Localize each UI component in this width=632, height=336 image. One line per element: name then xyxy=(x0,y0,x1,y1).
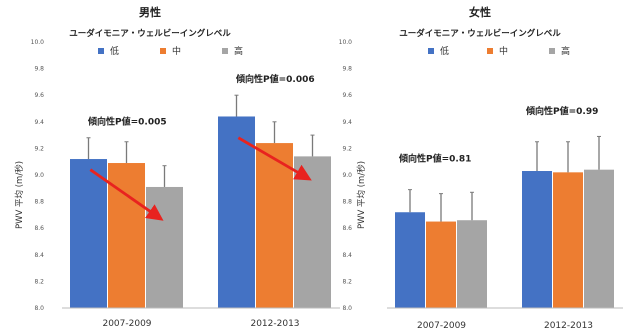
bar-0-2 xyxy=(146,186,183,308)
y-tick-label: 9.4 xyxy=(342,119,352,126)
p-value-annotation: 傾向性P値=0.81 xyxy=(398,153,471,165)
legend-label-0: 低 xyxy=(440,45,449,57)
legend-swatch-0 xyxy=(98,48,104,54)
legend-swatch-2 xyxy=(222,48,228,54)
bar-0-1 xyxy=(426,221,456,308)
y-tick-label: 8.6 xyxy=(34,225,44,232)
chart-title: 女性 xyxy=(469,5,491,19)
y-tick-label: 10.0 xyxy=(339,39,353,46)
legend-title: ユーダイモニア・ウェルビーイングレベル xyxy=(69,28,231,39)
y-tick-label: 8.2 xyxy=(34,278,44,285)
trend-arrow xyxy=(237,136,312,181)
y-axis-label: PWV 平均 (m/秒) xyxy=(14,161,25,229)
y-tick-label: 9.6 xyxy=(34,92,44,99)
legend-label-2: 高 xyxy=(234,45,243,57)
bar-1-1 xyxy=(256,143,293,308)
bar-1-0 xyxy=(522,171,552,308)
y-tick-label: 9.0 xyxy=(342,172,352,179)
x-category-label: 2007-2009 xyxy=(417,321,466,331)
y-tick-label: 8.2 xyxy=(342,278,352,285)
x-category-label: 2012-2013 xyxy=(250,319,299,329)
legend-label-2: 高 xyxy=(561,45,570,57)
bar-1-2 xyxy=(584,169,614,308)
legend-label-1: 中 xyxy=(499,45,508,57)
y-tick-label: 9.2 xyxy=(34,145,44,152)
chart-title: 男性 xyxy=(139,5,161,19)
y-tick-label: 8.0 xyxy=(34,305,44,312)
legend-swatch-1 xyxy=(160,48,166,54)
y-tick-label: 9.8 xyxy=(34,66,44,73)
bar-0-0 xyxy=(395,212,425,308)
y-tick-label: 8.4 xyxy=(34,252,44,259)
legend-label-1: 中 xyxy=(172,45,181,57)
p-value-annotation: 傾向性P値=0.006 xyxy=(235,73,315,85)
y-tick-label: 9.6 xyxy=(342,92,352,99)
legend-label-0: 低 xyxy=(110,45,119,57)
y-tick-label: 8.6 xyxy=(342,225,352,232)
y-tick-label: 8.0 xyxy=(342,305,352,312)
trend-arrow xyxy=(89,168,164,221)
legend-swatch-2 xyxy=(549,48,555,54)
legend-swatch-0 xyxy=(428,48,434,54)
bar-1-0 xyxy=(218,116,255,308)
x-category-label: 2007-2009 xyxy=(102,319,151,329)
y-tick-label: 8.8 xyxy=(34,199,44,206)
y-tick-label: 9.2 xyxy=(342,145,352,152)
y-tick-label: 9.4 xyxy=(34,119,44,126)
p-value-annotation: 傾向性P値=0.99 xyxy=(525,105,598,117)
legend-swatch-1 xyxy=(487,48,493,54)
bar-1-1 xyxy=(553,172,583,308)
y-tick-label: 9.0 xyxy=(34,172,44,179)
bar-0-2 xyxy=(457,220,487,308)
p-value-annotation: 傾向性P値=0.005 xyxy=(87,115,167,127)
bar-0-0 xyxy=(70,159,107,308)
y-tick-label: 10.0 xyxy=(31,39,45,46)
legend-title: ユーダイモニア・ウェルビーイングレベル xyxy=(399,28,561,39)
y-tick-label: 8.8 xyxy=(342,199,352,206)
x-category-label: 2012-2013 xyxy=(544,321,593,331)
y-axis-label: PWV 平均 (m/秒) xyxy=(356,161,367,229)
bar-1-2 xyxy=(294,156,331,308)
y-tick-label: 8.4 xyxy=(342,252,352,259)
y-tick-label: 9.8 xyxy=(342,66,352,73)
